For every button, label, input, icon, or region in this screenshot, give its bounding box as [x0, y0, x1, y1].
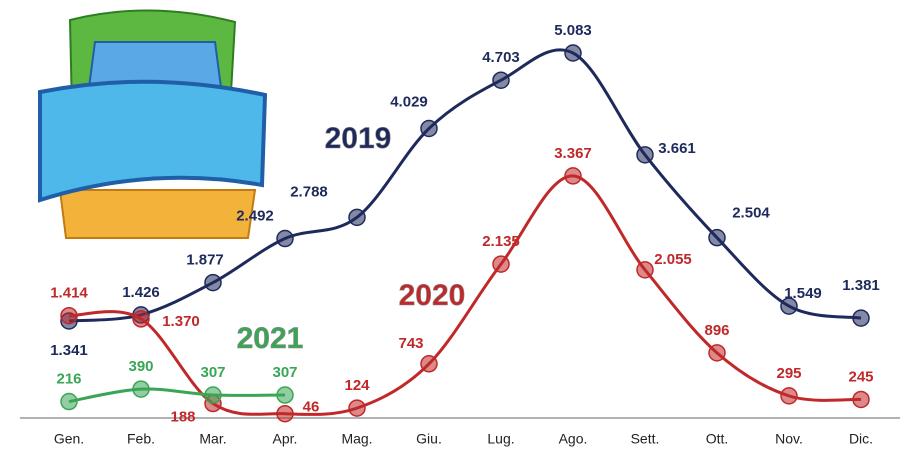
data-label: 743: [398, 335, 423, 352]
chart: Gen. Feb. Mar. Apr. Mag. Giu. Lug. Ago. Sett. Ott…: [0, 0, 910, 454]
data-label: 2.135: [482, 233, 520, 250]
data-label: 295: [776, 365, 801, 382]
data-point: [853, 391, 869, 407]
x-tick-label: Mag.: [341, 431, 372, 447]
data-label: 1.877: [186, 252, 224, 269]
data-label: 2.492: [236, 208, 274, 225]
data-label: 3.661: [658, 140, 696, 157]
data-point: [781, 388, 797, 404]
data-point: [637, 262, 653, 278]
x-tick-label: Ott.: [706, 431, 729, 447]
x-tick-label: Lug.: [487, 431, 514, 447]
data-point: [853, 310, 869, 326]
data-label: 1.426: [122, 284, 160, 301]
data-label: 2.055: [654, 251, 692, 268]
data-point: [277, 406, 293, 422]
data-label: 307: [200, 364, 225, 381]
data-point: [637, 147, 653, 163]
data-label: 1.370: [162, 313, 200, 330]
data-label: 2.788: [290, 183, 328, 200]
data-label: 3.367: [554, 145, 592, 162]
data-label: 1.414: [50, 285, 88, 302]
data-point: [565, 168, 581, 184]
data-label: 5.083: [554, 22, 592, 39]
data-point: [349, 209, 365, 225]
data-point: [493, 72, 509, 88]
x-tick-label: Ago.: [559, 431, 588, 447]
data-point: [61, 394, 77, 410]
data-label: 1.381: [842, 277, 880, 294]
data-label: 896: [704, 322, 729, 339]
data-point: [709, 230, 725, 246]
data-point: [61, 308, 77, 324]
data-point: [205, 387, 221, 403]
data-label: 4.703: [482, 49, 520, 66]
data-point: [493, 256, 509, 272]
data-point: [349, 400, 365, 416]
x-tick-label: Mar.: [199, 431, 226, 447]
x-tick-label: Apr.: [273, 431, 298, 447]
data-label: 307: [272, 364, 297, 381]
data-point: [133, 381, 149, 397]
series-name: 2021: [237, 322, 304, 355]
data-point: [205, 275, 221, 291]
x-tick-label: Giu.: [416, 431, 442, 447]
data-label: 124: [344, 377, 370, 394]
series-line: [69, 389, 285, 402]
data-point: [421, 356, 437, 372]
x-tick-label: Gen.: [54, 431, 84, 447]
data-label: 216: [56, 371, 81, 388]
series-name: 2020: [399, 279, 466, 312]
data-point: [277, 231, 293, 247]
data-point: [565, 45, 581, 61]
x-tick-label: Nov.: [775, 431, 803, 447]
data-label: 2.504: [732, 205, 770, 222]
x-tick-label: Feb.: [127, 431, 155, 447]
data-point: [421, 120, 437, 136]
data-point: [133, 311, 149, 327]
data-label: 46: [303, 399, 320, 416]
data-label: 245: [848, 368, 873, 385]
data-label: 4.029: [390, 93, 428, 110]
series-name: 2019: [325, 122, 392, 155]
data-label: 390: [128, 358, 153, 375]
data-point: [277, 387, 293, 403]
x-tick-label: Dic.: [849, 431, 873, 447]
data-label: 1.341: [50, 342, 88, 359]
data-label: 1.549: [784, 285, 822, 302]
bed-icon: [40, 10, 265, 238]
data-point: [709, 345, 725, 361]
x-tick-label: Sett.: [631, 431, 660, 447]
data-label: 188: [170, 409, 195, 426]
